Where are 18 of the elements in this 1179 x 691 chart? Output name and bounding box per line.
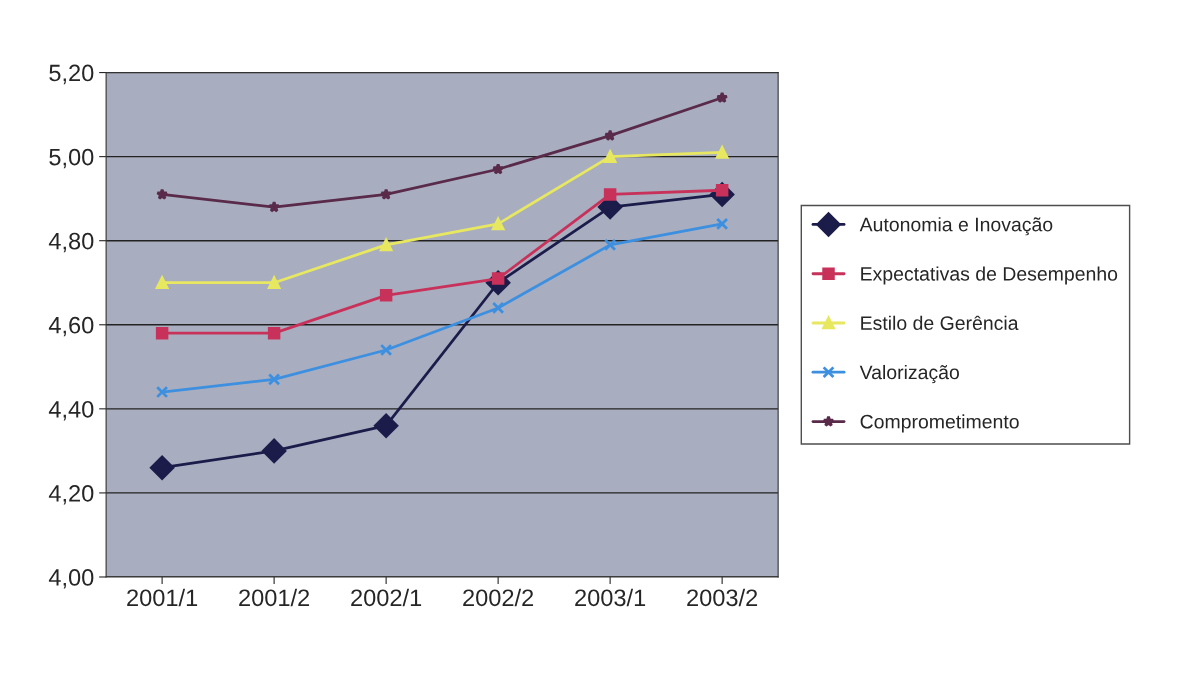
x-tick-label: 2001/2 xyxy=(239,588,310,607)
x-tick-label: 2003/1 xyxy=(575,588,646,607)
y-tick-label: 4,20 xyxy=(48,484,94,505)
x-tick-label: 2002/1 xyxy=(351,588,422,607)
legend-label: Autonomia e Inovação xyxy=(859,217,1053,236)
x-tick-label: 2001/1 xyxy=(127,588,198,607)
y-tick-label: 5,20 xyxy=(49,64,94,85)
y-tick-label: 4,00 xyxy=(48,569,94,589)
legend-label: Expectativas de Desempenho xyxy=(861,266,1118,285)
y-tick-label: 4,80 xyxy=(48,232,94,253)
legend-label: Valorização xyxy=(859,364,959,384)
y-tick-label: 4,60 xyxy=(48,316,94,337)
x-tick-label: 2002/2 xyxy=(463,588,534,607)
legend-label: Estilo de Gerência xyxy=(861,315,1019,330)
legend-label: Comprometimento xyxy=(860,414,1019,433)
y-tick-label: 4,40 xyxy=(48,400,94,421)
y-tick-label: 5,00 xyxy=(49,148,94,169)
x-tick-label: 2003/2 xyxy=(687,588,758,607)
